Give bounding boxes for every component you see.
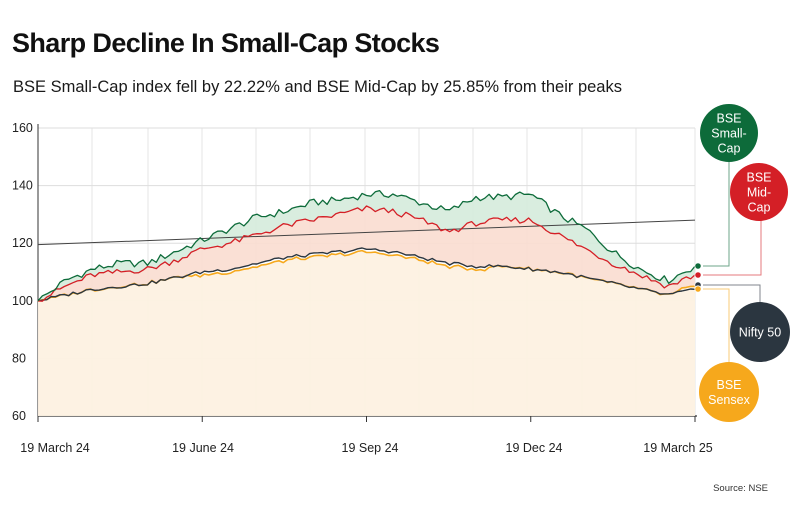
y-tick-label: 60 bbox=[12, 409, 26, 423]
x-tick-label: 19 March 24 bbox=[20, 441, 90, 455]
x-tick-label: 19 Sep 24 bbox=[342, 441, 399, 455]
legend-nifty-50-bubble bbox=[730, 302, 790, 362]
series-lines bbox=[37, 189, 702, 302]
legend-connector bbox=[703, 284, 761, 302]
chart-title: Sharp Decline In Small-Cap Stocks bbox=[12, 28, 440, 58]
y-tick-label: 80 bbox=[12, 351, 26, 365]
small-cap-line bbox=[37, 189, 696, 302]
legend-sensex-bubble bbox=[699, 362, 759, 422]
y-tick-label: 100 bbox=[12, 294, 33, 308]
area-fills bbox=[38, 190, 695, 416]
mid-cap-line bbox=[37, 205, 696, 302]
legend-mid-cap-bubble bbox=[730, 163, 788, 221]
y-tick-label: 140 bbox=[12, 179, 33, 193]
x-tick-label: 19 June 24 bbox=[172, 441, 234, 455]
source-note: Source: NSE bbox=[713, 483, 768, 494]
legend-connector bbox=[703, 221, 762, 276]
mid-cap-band bbox=[38, 206, 695, 302]
legend-connector bbox=[703, 288, 730, 362]
sensex-end-dot bbox=[694, 285, 702, 293]
y-tick-label: 160 bbox=[12, 121, 33, 135]
legend-connector bbox=[703, 162, 730, 267]
x-tick-label: 19 Dec 24 bbox=[506, 441, 563, 455]
small-cap-end-dot bbox=[694, 262, 702, 270]
chart-subtitle: BSE Small-Cap index fell by 22.22% and B… bbox=[13, 78, 622, 96]
nifty-line bbox=[37, 247, 696, 302]
small-cap-band bbox=[38, 190, 695, 302]
mid-cap-end-dot bbox=[694, 271, 702, 279]
legend-sensex-label: BSE SensexBSE Sensex bbox=[708, 378, 750, 407]
axis-ticks: 60 80 100 120 140 160 19 March 24 19 June 24 19 … bbox=[12, 121, 713, 455]
legend-small-cap-bubble bbox=[700, 104, 758, 162]
sensex-area bbox=[38, 250, 695, 416]
trendline bbox=[37, 219, 696, 246]
x-tick-label: 19 March 25 bbox=[643, 441, 713, 455]
y-tick-label: 120 bbox=[12, 236, 33, 250]
legend-nifty-50-label: Nifty 50Nifty 50 bbox=[739, 326, 781, 340]
